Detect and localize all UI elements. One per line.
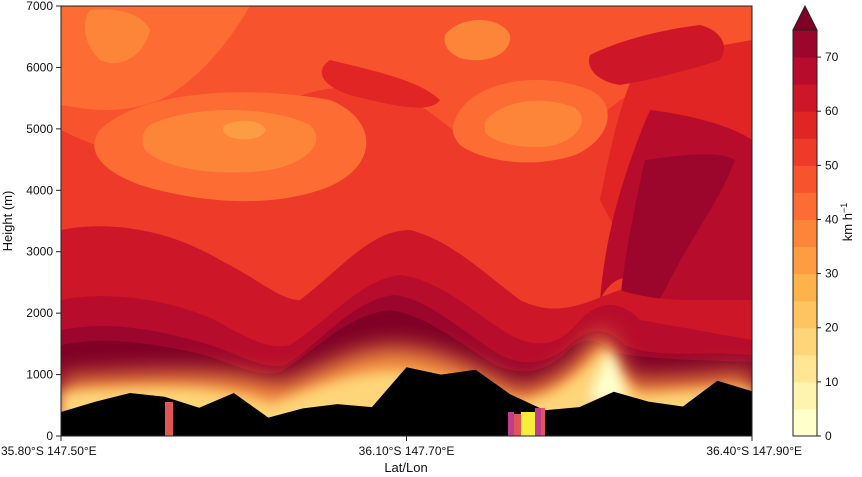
field-region-patch-upper [444, 20, 511, 61]
colorbar-swatch [793, 354, 817, 383]
colorbar-tick-label: 40 [825, 212, 839, 226]
colorbar-swatch [793, 165, 817, 193]
colorbar-swatch [793, 246, 817, 275]
surface-marker-4 [521, 412, 535, 436]
field-region-patch-nw [84, 9, 150, 64]
colorbar-swatch [793, 30, 817, 58]
surface-marker-5 [535, 408, 541, 436]
x-tick-label: 36.10°S 147.70°E [359, 444, 455, 458]
plot-area [61, 6, 752, 436]
x-axis: 35.80°S 147.50°E 36.10°S 147.70°E 36.40°S … [1, 436, 802, 458]
y-tick-label: 7000 [26, 0, 53, 13]
colorbar-swatch [793, 138, 817, 166]
colorbar-swatch [793, 327, 817, 356]
surface-glow-hotspot [590, 352, 623, 402]
colorbar-swatch [793, 192, 817, 220]
surface-marker-1 [165, 402, 173, 436]
colorbar-label-unit: km h [840, 213, 855, 241]
field-region-core-center-inner [223, 120, 266, 140]
terrain-silhouette [61, 367, 752, 436]
colorbar-swatch [793, 408, 817, 437]
y-axis: 0 1000 2000 3000 4000 5000 6000 7000 [26, 0, 61, 443]
colorbar-swatch [793, 300, 817, 329]
y-tick-label: 6000 [26, 60, 53, 74]
colorbar-tick-label: 20 [825, 321, 839, 335]
colorbar-tick-label: 70 [825, 50, 839, 64]
colorbar-extend-arrow [792, 4, 818, 31]
colorbar-tick-label: 30 [825, 267, 839, 281]
surface-marker-6 [541, 408, 545, 436]
colorbar-label-exponent: −1 [839, 203, 849, 213]
y-tick-label: 2000 [26, 306, 53, 320]
colorbar-tick-label: 60 [825, 104, 839, 118]
y-tick-label: 3000 [26, 245, 53, 259]
colorbar-swatch [793, 219, 817, 248]
field-region-core-east [485, 100, 582, 148]
colorbar-swatch [793, 84, 817, 112]
colorbar-swatch [793, 57, 817, 85]
colorbar-swatch [793, 273, 817, 302]
y-tick-label: 4000 [26, 183, 53, 197]
colorbar: 0 10 20 30 40 50 60 70 [792, 4, 839, 443]
surface-marker-2 [508, 412, 514, 436]
colorbar-tick-label: 0 [825, 429, 832, 443]
colorbar-frame [792, 29, 818, 437]
colorbar-swatch [793, 381, 817, 410]
x-tick-label: 35.80°S 147.50°E [1, 444, 97, 458]
x-tick-label: 36.40°S 147.90°E [706, 444, 802, 458]
colorbar-tick-label: 10 [825, 375, 839, 389]
surface-marker-3 [514, 414, 521, 436]
x-axis-label: Lat/Lon [384, 460, 427, 475]
field-region-upper-dark [321, 60, 440, 108]
y-tick-label: 5000 [26, 122, 53, 136]
colorbar-tick-label: 50 [825, 158, 839, 172]
field-region-top-right [589, 25, 724, 85]
colorbar-label: km h−1 [839, 203, 855, 241]
y-tick-label: 1000 [26, 368, 53, 382]
svg-text:km h−1: km h−1 [839, 203, 855, 241]
y-tick-label: 0 [46, 429, 53, 443]
y-axis-label: Height (m) [0, 191, 15, 252]
field-region-core-center [142, 110, 317, 173]
colorbar-swatch [793, 111, 817, 139]
